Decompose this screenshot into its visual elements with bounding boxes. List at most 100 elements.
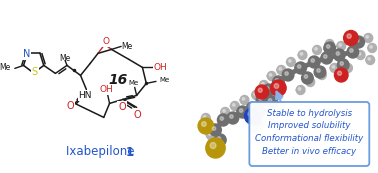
Circle shape bbox=[227, 112, 239, 124]
Text: Me: Me bbox=[59, 54, 71, 63]
Text: 1: 1 bbox=[125, 145, 133, 158]
Text: Me: Me bbox=[129, 80, 139, 86]
Circle shape bbox=[314, 66, 326, 78]
Circle shape bbox=[335, 68, 348, 82]
Circle shape bbox=[198, 118, 214, 134]
Circle shape bbox=[308, 56, 320, 68]
Circle shape bbox=[201, 113, 210, 122]
Circle shape bbox=[370, 45, 372, 48]
Circle shape bbox=[295, 62, 307, 74]
Circle shape bbox=[256, 109, 259, 112]
Circle shape bbox=[248, 112, 253, 116]
Text: Improved solubility: Improved solubility bbox=[268, 121, 350, 130]
Circle shape bbox=[256, 94, 268, 106]
Circle shape bbox=[277, 66, 286, 75]
Circle shape bbox=[245, 108, 260, 124]
Circle shape bbox=[352, 39, 360, 48]
Circle shape bbox=[213, 145, 222, 154]
Circle shape bbox=[364, 34, 373, 43]
Circle shape bbox=[314, 48, 317, 50]
Circle shape bbox=[279, 67, 282, 70]
Circle shape bbox=[268, 99, 272, 102]
Circle shape bbox=[327, 45, 330, 48]
Circle shape bbox=[317, 69, 320, 72]
Circle shape bbox=[302, 72, 313, 84]
Circle shape bbox=[212, 127, 216, 130]
Circle shape bbox=[366, 56, 375, 65]
Circle shape bbox=[253, 106, 265, 118]
Circle shape bbox=[210, 124, 221, 136]
Circle shape bbox=[311, 59, 314, 62]
Circle shape bbox=[269, 74, 272, 76]
Circle shape bbox=[245, 111, 254, 120]
Circle shape bbox=[338, 59, 349, 71]
Circle shape bbox=[298, 88, 301, 90]
Circle shape bbox=[340, 62, 344, 65]
Circle shape bbox=[306, 78, 314, 86]
Circle shape bbox=[344, 63, 352, 72]
Circle shape bbox=[267, 71, 276, 80]
Text: OH: OH bbox=[154, 63, 168, 72]
Circle shape bbox=[355, 39, 359, 42]
Circle shape bbox=[344, 30, 358, 45]
Circle shape bbox=[339, 44, 341, 46]
Circle shape bbox=[337, 42, 345, 51]
Circle shape bbox=[259, 97, 262, 100]
Circle shape bbox=[217, 114, 229, 126]
Circle shape bbox=[210, 143, 216, 148]
Circle shape bbox=[287, 57, 295, 66]
Circle shape bbox=[262, 83, 264, 85]
Circle shape bbox=[319, 72, 322, 75]
Circle shape bbox=[276, 93, 279, 95]
Circle shape bbox=[266, 96, 277, 108]
Circle shape bbox=[210, 140, 213, 142]
Circle shape bbox=[232, 103, 235, 106]
Circle shape bbox=[285, 72, 288, 75]
Circle shape bbox=[223, 110, 225, 112]
Text: Stable to hydrolysis: Stable to hydrolysis bbox=[267, 108, 352, 117]
Circle shape bbox=[206, 130, 215, 139]
Text: Conformational flexibility: Conformational flexibility bbox=[255, 134, 364, 143]
Circle shape bbox=[332, 66, 335, 68]
Circle shape bbox=[262, 103, 270, 112]
Text: O: O bbox=[118, 102, 126, 112]
Circle shape bbox=[325, 39, 334, 48]
Circle shape bbox=[254, 93, 256, 95]
Circle shape bbox=[356, 51, 365, 60]
Circle shape bbox=[217, 137, 221, 140]
Text: HN: HN bbox=[79, 91, 92, 100]
Circle shape bbox=[201, 122, 206, 126]
Circle shape bbox=[250, 124, 259, 133]
Circle shape bbox=[255, 121, 263, 130]
Circle shape bbox=[347, 46, 359, 58]
Circle shape bbox=[324, 42, 335, 54]
Circle shape bbox=[300, 53, 303, 55]
Circle shape bbox=[237, 106, 248, 118]
Text: O: O bbox=[134, 110, 141, 120]
Circle shape bbox=[358, 53, 361, 55]
Circle shape bbox=[220, 117, 223, 120]
Circle shape bbox=[350, 49, 353, 52]
Circle shape bbox=[242, 98, 245, 100]
Circle shape bbox=[298, 51, 307, 60]
Circle shape bbox=[257, 122, 259, 125]
Circle shape bbox=[203, 116, 206, 118]
Text: Better in vivo efficacy: Better in vivo efficacy bbox=[262, 147, 356, 156]
Circle shape bbox=[239, 109, 243, 112]
Text: 16: 16 bbox=[108, 73, 128, 87]
Circle shape bbox=[258, 88, 262, 92]
FancyBboxPatch shape bbox=[249, 102, 369, 166]
Circle shape bbox=[345, 66, 348, 68]
Circle shape bbox=[252, 90, 260, 99]
Circle shape bbox=[215, 134, 226, 146]
Circle shape bbox=[260, 80, 268, 89]
Circle shape bbox=[353, 42, 356, 44]
Text: Me: Me bbox=[160, 77, 170, 83]
Text: O: O bbox=[102, 37, 109, 46]
Circle shape bbox=[324, 55, 327, 58]
Circle shape bbox=[338, 71, 342, 75]
Circle shape bbox=[304, 75, 308, 78]
Circle shape bbox=[313, 45, 321, 54]
Circle shape bbox=[368, 58, 370, 60]
Circle shape bbox=[208, 138, 217, 147]
